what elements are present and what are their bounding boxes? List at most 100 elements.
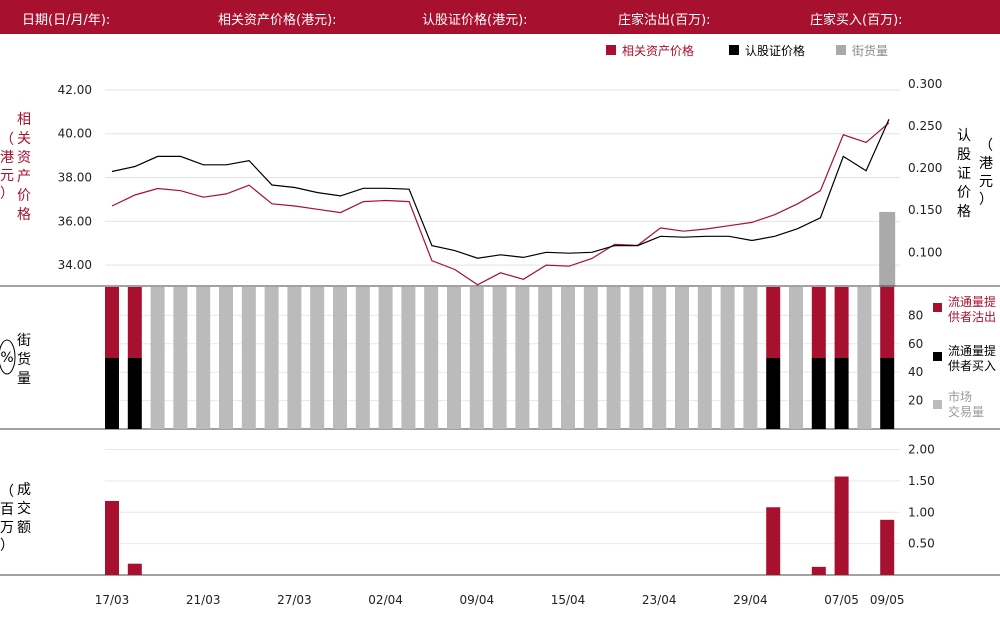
price-right-tick-label: 0.100 (908, 245, 942, 259)
market-volume-bar (196, 287, 211, 429)
price-right-tick-label: 0.300 (908, 77, 942, 91)
street-volume-top-bar (879, 211, 896, 287)
market-volume-bar (310, 287, 325, 429)
turnover-tick-label: 0.50 (908, 537, 935, 551)
legend-buy-text-2: 供者买入 (948, 359, 996, 373)
market-volume-bar (424, 287, 439, 429)
date-tick-label: 15/04 (551, 593, 586, 607)
left-axis-unit-c0: （ (0, 132, 14, 148)
right-axis-title-c1: 股 (957, 147, 971, 163)
price-left-axis: 34.00 36.00 38.00 40.00 42.00 (58, 83, 92, 272)
turnover-bars (105, 476, 895, 575)
bottom-axis-title-c2: 额 (17, 520, 31, 536)
legend-warrant-text: 认股证价格 (745, 43, 805, 58)
date-tick-label: 02/04 (368, 593, 403, 607)
right-axis-title-c3: 价 (957, 185, 971, 201)
right-axis-title-c0: 认 (957, 128, 971, 144)
market-volume-bar (538, 287, 553, 429)
price-gridlines (105, 89, 900, 266)
header-issuer-buy-label: 庄家买入(百万): (810, 13, 903, 28)
header-bar: 日期(日/月/年): 相关资产价格(港元): 认股证价格(港元): 庄家沽出(百… (0, 0, 1000, 34)
legend-sell-swatch (933, 303, 942, 312)
right-axis-unit-c0: （ (979, 138, 993, 154)
market-volume-bar (606, 287, 621, 429)
date-tick-label: 29/04 (733, 593, 768, 607)
price-left-tick-label: 36.00 (58, 214, 92, 228)
header-date-label: 日期(日/月/年): (22, 13, 111, 28)
market-volume-bar (469, 287, 484, 429)
warrant-price-line (111, 119, 890, 259)
header-underlying-label: 相关资产价格(港元): (218, 13, 337, 28)
mid-axis-title-c2: 量 (17, 371, 31, 387)
market-volume-bar (720, 287, 735, 429)
market-volume-bar (857, 287, 872, 429)
market-volume-bar (447, 287, 461, 429)
market-volume-bar (219, 287, 233, 429)
bottom-axis-unit-c3: ） (0, 538, 14, 554)
price-right-tick-label: 0.250 (908, 119, 942, 133)
legend-mid: 流通量提 供者沽出 流通量提 供者买入 市场 交易量 (933, 294, 996, 419)
right-axis-unit-c2: 元 (979, 174, 993, 190)
mid-axis-title-c1: 货 (17, 351, 31, 368)
date-tick-label: 09/04 (460, 593, 495, 607)
legend-warrant-swatch (729, 45, 739, 55)
legend-street-text: 街货量 (852, 43, 888, 58)
market-volume-bar (241, 287, 256, 429)
legend-underlying-swatch (606, 45, 616, 55)
turnover-bar (105, 500, 119, 575)
date-tick-label: 09/05 (870, 593, 905, 607)
left-axis-title-c2: 资 (17, 150, 31, 166)
legend-sell-text-1: 流通量提 (948, 294, 996, 309)
legend-buy-text-1: 流通量提 (948, 343, 996, 358)
bottom-axis-title-c1: 交 (17, 500, 31, 517)
market-volume-bar (561, 287, 575, 429)
market-volume-bar (333, 287, 347, 429)
street-tick-label: 20 (908, 394, 923, 408)
issuer-sell-bar (834, 287, 849, 358)
turnover-tick-label: 1.50 (908, 474, 935, 488)
market-volume-bar (697, 287, 712, 429)
street-volume-bar (879, 211, 896, 287)
bottom-axis-unit-c2: 万 (0, 520, 14, 536)
turnover-bar (811, 566, 826, 575)
left-axis-title-c3: 产 (17, 169, 31, 185)
date-tick-label: 17/03 (95, 593, 130, 607)
header-issuer-sell-label: 庄家沽出(百万): (618, 13, 711, 28)
issuer-sell-bar (766, 287, 781, 358)
legend-top: 相关资产价格 认股证价格 街货量 (606, 43, 888, 58)
market-volume-bar (583, 287, 598, 429)
price-left-tick-label: 34.00 (58, 258, 92, 272)
turnover-tick-label: 1.00 (908, 505, 935, 519)
market-volume-bar (652, 287, 667, 429)
price-left-tick-label: 38.00 (58, 171, 92, 185)
mid-axis-unit-paren (0, 339, 16, 375)
market-volume-bar (675, 287, 689, 429)
issuer-sell-bar (105, 287, 119, 358)
right-axis-title-c4: 格 (957, 204, 971, 220)
turnover-bar (880, 519, 895, 575)
legend-street-swatch (836, 45, 846, 55)
date-tick-label: 27/03 (277, 593, 312, 607)
turnover-axis: 0.50 1.00 1.50 2.00 (908, 443, 935, 551)
header-warrant-label: 认股证价格(港元): (422, 13, 528, 28)
bottom-axis-title-c0: 成 (17, 482, 31, 498)
market-volume-bar (401, 287, 416, 429)
date-tick-label: 07/05 (824, 593, 859, 607)
turnover-bar (834, 476, 849, 575)
market-volume-bar (378, 287, 393, 429)
market-volume-bar (492, 287, 507, 429)
market-volume-bar (264, 287, 279, 429)
left-axis-unit-c2: 元 (0, 168, 14, 184)
mid-axis-title: % 街 货 量 (0, 333, 31, 387)
left-axis-title-c4: 价 (17, 188, 31, 204)
market-volume-bar (173, 287, 188, 429)
issuer-buy-bar (811, 358, 826, 429)
issuer-buy-bar (105, 358, 119, 429)
left-axis-title-c0: 相 (17, 112, 31, 128)
left-axis-title: 相 关 资 产 价 格 （ 港 元 ） (0, 112, 31, 223)
legend-buy-swatch (933, 352, 942, 361)
street-axis: 20 40 60 80 (908, 308, 923, 407)
legend-market-swatch (933, 400, 942, 409)
street-tick-label: 40 (908, 365, 923, 379)
